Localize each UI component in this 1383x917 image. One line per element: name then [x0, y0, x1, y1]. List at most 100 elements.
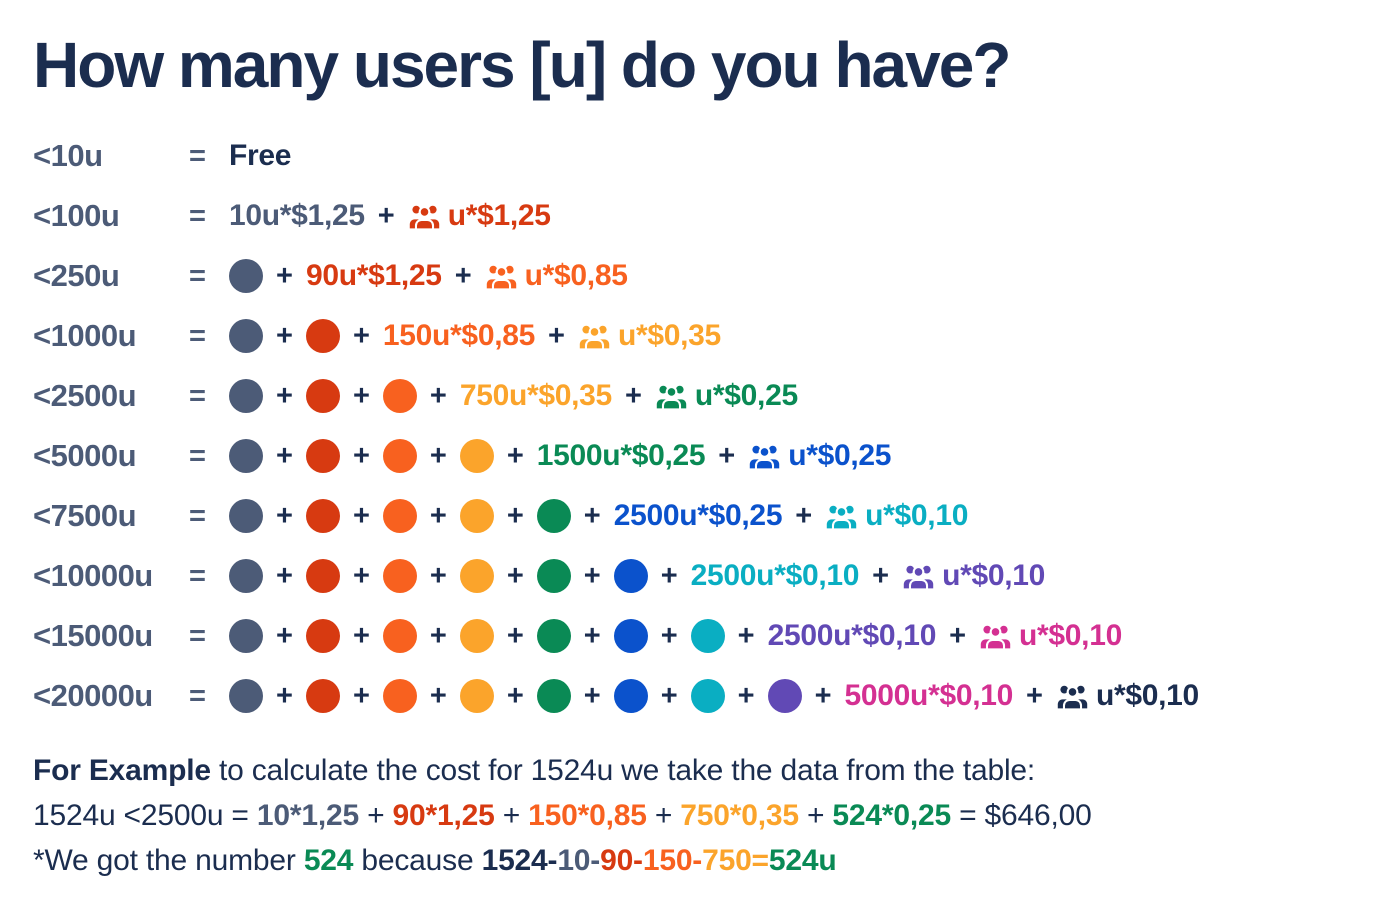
text-segment: + [798, 799, 833, 832]
plus-operator: + [352, 619, 370, 652]
users-icon [749, 445, 780, 470]
tier-label: <1000u [33, 318, 137, 353]
equals-sign: = [189, 139, 206, 172]
text-segment: *We got the number [33, 844, 304, 877]
tier-label: <5000u [33, 438, 137, 473]
tier-dot [229, 259, 263, 293]
tier-dot [229, 619, 263, 653]
plus-operator: + [276, 619, 293, 652]
plus-operator: + [352, 439, 370, 472]
plus-operator: + [624, 379, 642, 412]
users-icon [409, 205, 439, 230]
tier-dot [305, 499, 340, 533]
equals-sign: = [189, 199, 206, 232]
pricing-row: <2500u = + + +750u*$0,35 + u*$0,25 [33, 366, 1363, 426]
text-segment: + [358, 799, 393, 832]
formula-term: Free [229, 139, 292, 172]
plus-operator: + [352, 379, 370, 412]
tier-dot [229, 679, 263, 713]
tier-label: <250u [33, 258, 120, 293]
tier-dot [613, 619, 648, 653]
text-segment: 524 [303, 844, 354, 877]
pricing-row: <15000u = + + + + + + +2500u*$0,10 + u*$0,10 [33, 606, 1363, 666]
pricing-row: <20000u = + + + + + + + +5000u*$0,10 + u*$0,10 [33, 666, 1363, 726]
plus-operator: + [949, 619, 967, 652]
users-term: u*$0,10 [902, 559, 1045, 593]
text-segment: For Example [33, 754, 211, 787]
text-segment: 524u [768, 844, 837, 877]
tier-formula: + + +750u*$0,35 + u*$0,25 [229, 379, 798, 413]
tier-dot [767, 679, 802, 713]
formula-term: u*$0,10 [1095, 679, 1199, 712]
text-segment: + [646, 799, 681, 832]
tier-dot [536, 679, 571, 713]
pricing-row: <250u = +90u*$1,25 + u*$0,85 [33, 246, 1363, 306]
plus-operator: + [352, 559, 370, 592]
text-segment: 90- [600, 844, 643, 877]
text-segment: 750= [702, 844, 769, 877]
plus-operator: + [660, 619, 678, 652]
formula-term: 1500u*$0,25 [536, 439, 706, 472]
plus-operator: + [583, 619, 601, 652]
tier-dot [305, 619, 340, 653]
tier-formula: + +150u*$0,85 + u*$0,35 [229, 319, 721, 353]
text-segment: 150*0,85 [528, 799, 647, 832]
tier-formula: + + + + + + +2500u*$0,10 + u*$0,10 [229, 619, 1122, 653]
tier-dot [459, 559, 494, 593]
plus-operator: + [276, 379, 293, 412]
plus-operator: + [660, 559, 678, 592]
users-icon [486, 265, 516, 290]
plus-operator: + [276, 439, 293, 472]
equals-sign: = [189, 259, 206, 292]
formula-term: u*$0,25 [694, 379, 798, 412]
tier-dot [305, 559, 340, 593]
tier-formula: 10u*$1,25 + u*$1,25 [229, 199, 551, 233]
plus-operator: + [506, 499, 524, 532]
tier-formula: +90u*$1,25 + u*$0,85 [229, 259, 628, 293]
plus-operator: + [276, 259, 293, 292]
text-segment: 90*1,25 [392, 799, 495, 832]
plus-operator: + [429, 679, 447, 712]
users-term: u*$0,10 [979, 619, 1122, 653]
example-line: For Example to calculate the cost for 15… [33, 748, 1363, 793]
text-segment: 1524u <2500u = [33, 799, 257, 832]
users-term: u*$0,25 [655, 379, 798, 413]
users-term: u*$0,85 [485, 259, 628, 293]
text-segment: + [494, 799, 529, 832]
formula-term: 150u*$0,85 [382, 319, 536, 352]
formula-term: 2500u*$0,10 [690, 559, 860, 592]
equals-sign: = [189, 679, 206, 712]
text-segment: = $646,00 [950, 799, 1092, 832]
plus-operator: + [377, 199, 395, 232]
example-note: For Example to calculate the cost for 15… [33, 748, 1363, 883]
pricing-infographic: How many users [u] do you have? <10u = Fre… [33, 29, 1363, 883]
equals-sign: = [189, 319, 206, 352]
users-term: u*$0,10 [825, 499, 968, 533]
plus-operator: + [548, 319, 565, 352]
plus-operator: + [352, 319, 370, 352]
plus-operator: + [506, 559, 524, 592]
users-icon [1057, 685, 1088, 710]
equals-sign: = [189, 499, 206, 532]
users-term: u*$1,25 [408, 199, 551, 233]
plus-operator: + [583, 559, 601, 592]
pricing-row: <1000u = + +150u*$0,85 + u*$0,35 [33, 306, 1363, 366]
users-term: u*$0,35 [578, 319, 721, 353]
tier-dot [382, 379, 417, 413]
tier-formula: Free [229, 139, 291, 173]
formula-term: 5000u*$0,10 [844, 679, 1014, 712]
plus-operator: + [1026, 679, 1043, 712]
plus-operator: + [814, 679, 832, 712]
tier-label: <10u [33, 138, 103, 173]
users-term: u*$0,25 [748, 439, 891, 473]
plus-operator: + [429, 559, 447, 592]
tier-label: <7500u [33, 498, 137, 533]
page-title: How many users [u] do you have? [33, 29, 1011, 101]
equals-sign: = [189, 619, 206, 652]
equals-sign: = [189, 559, 206, 592]
tier-label: <100u [33, 198, 120, 233]
users-term: u*$0,10 [1056, 679, 1199, 713]
formula-term: 2500u*$0,25 [613, 499, 783, 532]
plus-operator: + [429, 379, 447, 412]
tier-dot [536, 499, 571, 533]
